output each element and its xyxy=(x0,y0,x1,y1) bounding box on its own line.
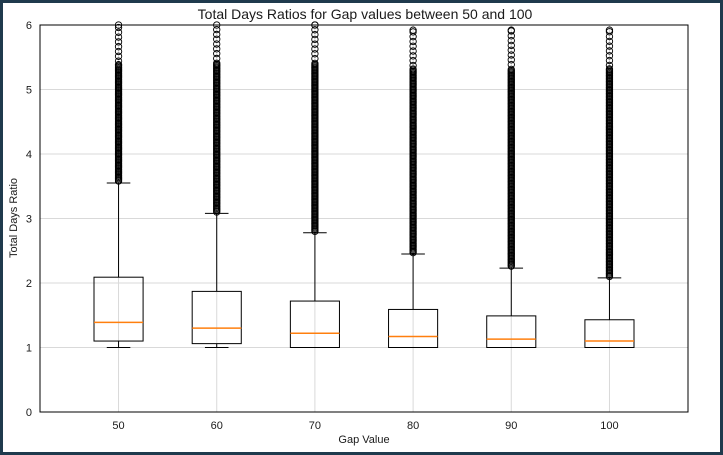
outlier-point xyxy=(213,59,221,67)
box-group-90 xyxy=(486,26,537,348)
outlier-point xyxy=(311,54,319,63)
outlier-point xyxy=(605,65,614,73)
iqr-box xyxy=(93,276,144,342)
outlier-point xyxy=(213,50,221,58)
iqr-box xyxy=(289,300,340,348)
tick-layer: 0 1 2 3 4 5 6 50 60 70 80 90 100 xyxy=(26,20,619,432)
box-group-60 xyxy=(191,21,242,348)
outlier-point xyxy=(311,40,319,48)
outlier-point xyxy=(114,23,123,32)
y-axis-label: Total Days Ratio xyxy=(8,178,20,258)
outlier-point xyxy=(213,54,221,63)
y-tick-label: 4 xyxy=(26,149,32,161)
outlier-point xyxy=(507,65,515,74)
y-tick-label: 1 xyxy=(26,343,32,355)
outlier-point xyxy=(409,57,417,65)
outlier-point xyxy=(114,57,123,65)
outlier-point xyxy=(311,30,319,39)
outlier-point xyxy=(507,46,515,54)
x-tick-label: 100 xyxy=(600,420,618,432)
outlier-point xyxy=(114,38,123,46)
outlier-point xyxy=(213,45,221,53)
outlier-markers xyxy=(311,21,319,236)
x-tick-label: 70 xyxy=(309,420,321,432)
outlier-markers xyxy=(114,21,123,185)
plot-area-frame xyxy=(39,24,689,413)
outlier-point xyxy=(213,35,221,43)
y-tick-label: 3 xyxy=(26,214,32,226)
grid-layer xyxy=(40,24,688,413)
iqr-box xyxy=(584,319,635,349)
outlier-point xyxy=(507,56,515,64)
outlier-point xyxy=(507,36,515,45)
outlier-point xyxy=(114,47,123,56)
outlier-point xyxy=(311,59,319,68)
iqr-box xyxy=(486,315,537,348)
x-tick-label: 80 xyxy=(407,420,419,432)
y-tick-label: 6 xyxy=(26,20,32,32)
outlier-point xyxy=(507,26,515,34)
outlier-point xyxy=(507,51,515,59)
outlier-point xyxy=(507,32,515,40)
outlier-point xyxy=(605,56,614,65)
outlier-point xyxy=(605,61,614,69)
iqr-box xyxy=(388,308,439,349)
outlier-point xyxy=(114,43,123,51)
outlier-point xyxy=(605,42,614,50)
outlier-point xyxy=(507,41,515,50)
outlier-point xyxy=(409,42,417,50)
box-group-70 xyxy=(289,21,340,348)
outlier-point xyxy=(409,26,417,34)
y-tick-label: 5 xyxy=(26,85,32,97)
outlier-point xyxy=(605,52,614,60)
outlier-point xyxy=(507,60,515,69)
box-group-80 xyxy=(388,26,439,349)
box-layer xyxy=(93,21,635,349)
outlier-point xyxy=(409,47,417,55)
x-tick-label: 50 xyxy=(112,420,124,432)
outlier-markers xyxy=(409,26,417,257)
outlier-point xyxy=(409,37,417,46)
outlier-point xyxy=(409,61,417,70)
outlier-point xyxy=(311,26,319,34)
box-group-100 xyxy=(584,26,635,349)
outlier-markers xyxy=(213,21,221,216)
y-tick-label: 2 xyxy=(26,278,32,290)
outlier-point xyxy=(114,52,123,60)
x-tick-label: 60 xyxy=(211,420,223,432)
outlier-point xyxy=(114,61,123,69)
outlier-point xyxy=(213,30,221,39)
x-axis-label: Gap Value xyxy=(338,434,389,446)
outlier-point xyxy=(311,50,319,58)
chart-title: Total Days Ratios for Gap values between… xyxy=(198,6,533,22)
outlier-point xyxy=(114,33,123,41)
outlier-point xyxy=(409,65,417,73)
x-tick-label: 90 xyxy=(505,420,517,432)
y-tick-label: 0 xyxy=(26,407,32,419)
box-group-50 xyxy=(93,21,144,348)
outlier-point xyxy=(605,47,614,55)
outlier-point xyxy=(213,40,221,48)
outlier-point xyxy=(213,25,221,34)
outlier-point xyxy=(605,37,614,45)
outlier-point xyxy=(605,26,614,34)
outlier-point xyxy=(311,45,319,53)
outlier-point xyxy=(311,35,319,44)
outlier-point xyxy=(114,28,123,36)
outlier-markers xyxy=(507,26,515,270)
iqr-box xyxy=(191,290,242,345)
outlier-point xyxy=(409,52,417,60)
outlier-markers xyxy=(605,26,614,281)
